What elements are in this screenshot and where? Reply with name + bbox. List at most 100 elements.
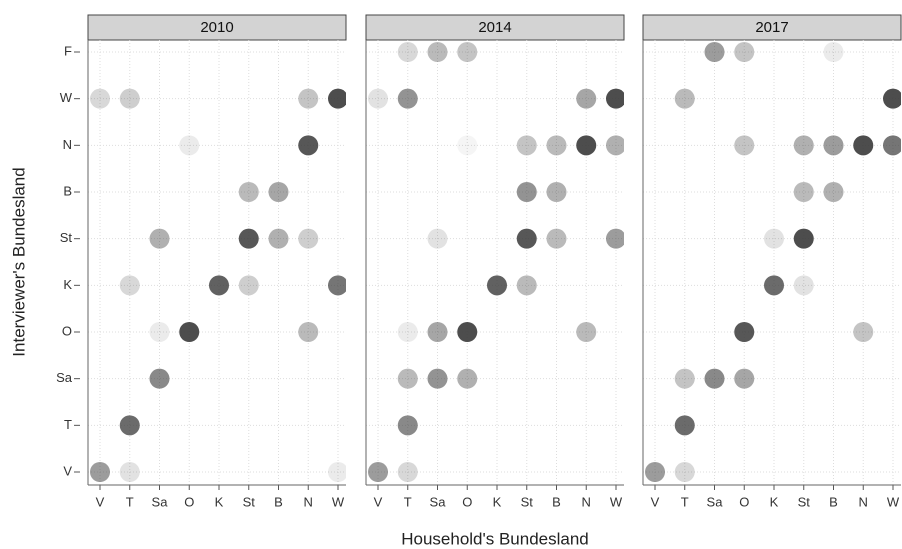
dot xyxy=(328,462,346,482)
dot xyxy=(576,322,597,342)
dot xyxy=(734,42,755,62)
dot xyxy=(764,275,784,296)
dot xyxy=(734,322,755,342)
dot xyxy=(119,88,140,109)
dot xyxy=(883,88,901,109)
dot xyxy=(793,275,814,296)
x-tick-label: T xyxy=(681,494,689,509)
y-tick-label: N xyxy=(63,137,72,152)
dot xyxy=(516,275,537,296)
dot xyxy=(368,88,388,109)
dot xyxy=(516,182,537,202)
dot xyxy=(516,228,537,249)
dot xyxy=(793,182,814,202)
dot xyxy=(268,182,289,202)
dot xyxy=(368,462,388,482)
dot xyxy=(853,322,874,342)
strip xyxy=(365,14,625,41)
dot xyxy=(90,462,110,482)
dot xyxy=(457,135,478,156)
dot xyxy=(328,88,346,109)
dot xyxy=(516,135,537,156)
x-tick-label: St xyxy=(798,494,811,509)
y-tick-label: K xyxy=(63,277,72,292)
dot xyxy=(674,462,695,482)
strip xyxy=(87,14,347,41)
x-tick-label: B xyxy=(274,494,283,509)
dot xyxy=(179,322,200,342)
x-axis-title: Household's Bundesland xyxy=(401,529,589,548)
y-axis-title: Interviewer's Bundesland xyxy=(9,167,28,356)
dot xyxy=(606,228,624,249)
dot xyxy=(397,462,418,482)
dot xyxy=(576,88,597,109)
dot xyxy=(298,135,319,156)
x-tick-label: Sa xyxy=(707,494,724,509)
dot xyxy=(645,462,665,482)
x-tick-label: O xyxy=(462,494,472,509)
dot xyxy=(238,275,259,296)
dot xyxy=(298,322,319,342)
dot xyxy=(883,135,901,156)
dot xyxy=(823,135,844,156)
y-tick-label: O xyxy=(62,323,72,338)
dot xyxy=(397,88,418,109)
dot xyxy=(397,322,418,342)
dot xyxy=(576,135,597,156)
dot xyxy=(149,228,170,249)
dot xyxy=(704,368,725,389)
dot xyxy=(397,415,418,436)
x-tick-label: Sa xyxy=(430,494,447,509)
dot xyxy=(149,322,170,342)
dot xyxy=(674,368,695,389)
x-tick-label: K xyxy=(215,494,224,509)
dot xyxy=(606,88,624,109)
y-tick-label: W xyxy=(60,90,73,105)
dot xyxy=(674,88,695,109)
dot xyxy=(268,228,289,249)
x-tick-label: W xyxy=(887,494,900,509)
x-tick-label: W xyxy=(332,494,345,509)
x-tick-label: O xyxy=(184,494,194,509)
dot xyxy=(397,368,418,389)
dot xyxy=(704,42,725,62)
y-tick-label: Sa xyxy=(56,370,73,385)
dot xyxy=(457,42,478,62)
dot xyxy=(209,275,229,296)
panel-title: 2014 xyxy=(478,19,511,36)
x-tick-label: T xyxy=(404,494,412,509)
dot xyxy=(764,228,784,249)
x-tick-label: B xyxy=(552,494,561,509)
dot xyxy=(853,135,874,156)
dot xyxy=(674,415,695,436)
x-tick-label: Sa xyxy=(152,494,169,509)
dot xyxy=(793,135,814,156)
panel xyxy=(643,40,901,485)
dot xyxy=(238,228,259,249)
dot xyxy=(427,228,448,249)
x-tick-label: St xyxy=(521,494,534,509)
x-tick-label: N xyxy=(859,494,868,509)
dot xyxy=(397,42,418,62)
panel xyxy=(88,40,346,485)
x-tick-label: K xyxy=(770,494,779,509)
dot xyxy=(457,368,478,389)
dot xyxy=(427,322,448,342)
x-tick-label: B xyxy=(829,494,838,509)
dot xyxy=(546,228,567,249)
dot xyxy=(734,135,755,156)
panel xyxy=(366,40,624,485)
x-tick-label: N xyxy=(582,494,591,509)
x-tick-label: V xyxy=(374,494,383,509)
panel-title: 2010 xyxy=(200,19,233,36)
x-tick-label: St xyxy=(243,494,256,509)
dot xyxy=(119,275,140,296)
dot xyxy=(427,42,448,62)
dot xyxy=(119,462,140,482)
dot xyxy=(546,135,567,156)
dot xyxy=(734,368,755,389)
dot xyxy=(90,88,110,109)
x-tick-label: T xyxy=(126,494,134,509)
dot xyxy=(793,228,814,249)
